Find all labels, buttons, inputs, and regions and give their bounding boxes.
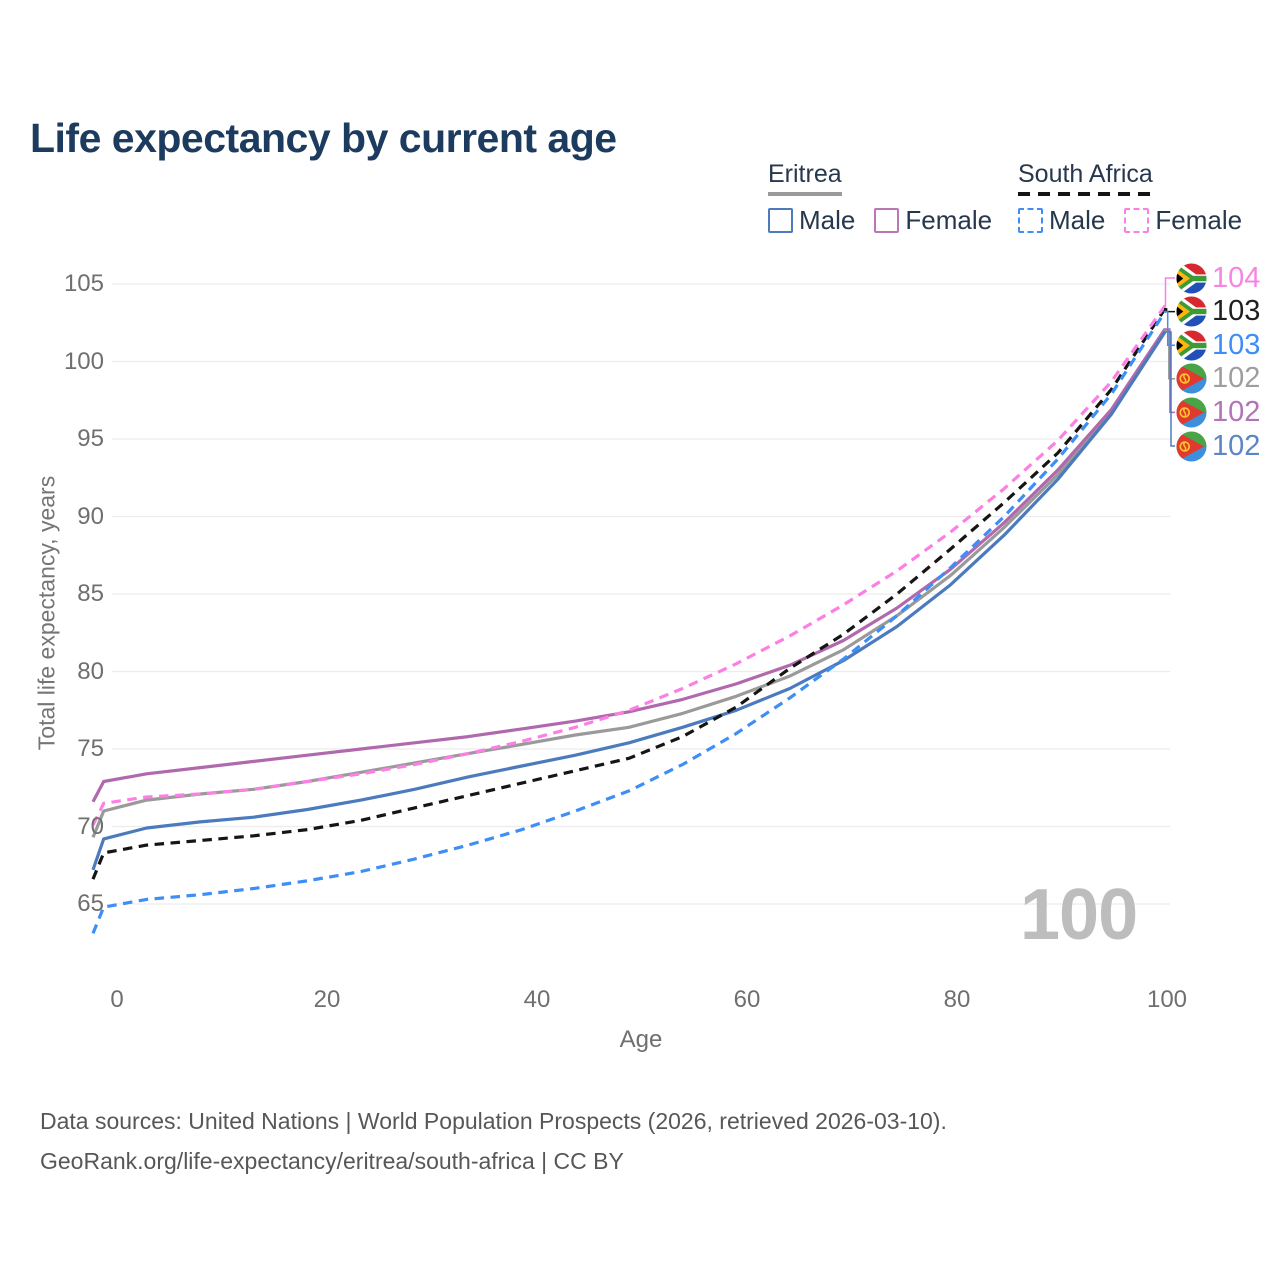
y-tick-label: 75 bbox=[77, 735, 104, 762]
end-value-label: 102 bbox=[1212, 395, 1261, 428]
y-tick-label: 105 bbox=[63, 270, 104, 297]
legend-country-south-africa[interactable]: South Africa bbox=[1018, 160, 1153, 196]
end-label-leader-south-africa-female bbox=[1164, 277, 1175, 307]
y-tick-label: 100 bbox=[63, 347, 104, 375]
legend-item-label: Female bbox=[1155, 205, 1243, 235]
end-label-south-africa-both: 103 bbox=[1176, 295, 1261, 328]
x-axis-title: Age bbox=[619, 1026, 663, 1053]
series-line-eritrea-male bbox=[91, 331, 1167, 871]
end-label-leader-eritrea-female bbox=[1164, 328, 1175, 414]
end-label-south-africa-male: 103 bbox=[1176, 329, 1260, 361]
x-tick-label: 40 bbox=[523, 986, 551, 1013]
legend-country-eritrea[interactable]: Eritrea bbox=[768, 160, 842, 196]
end-label-leader-south-africa-both bbox=[1164, 308, 1175, 313]
south-africa-flag-icon bbox=[1176, 296, 1207, 327]
south-africa-flag-icon bbox=[1176, 330, 1207, 361]
eritrea-male-swatch bbox=[768, 208, 793, 233]
legend-item-south-africa-male[interactable]: Male bbox=[1018, 205, 1105, 236]
series-line-south-africa-female bbox=[91, 304, 1167, 826]
legend-group-eritrea: Eritrea Male Female bbox=[768, 160, 992, 236]
end-value-label: 102 bbox=[1212, 362, 1261, 395]
eritrea-line-style-swatch bbox=[768, 192, 842, 196]
y-tick-label: 90 bbox=[77, 502, 104, 530]
end-value-label: 103 bbox=[1212, 328, 1261, 361]
x-tick-label: 20 bbox=[313, 986, 341, 1013]
x-tick-label: 80 bbox=[943, 986, 971, 1013]
end-label-leaders bbox=[1164, 277, 1175, 447]
x-tick-label: 0 bbox=[110, 986, 124, 1013]
series-lines bbox=[91, 304, 1167, 935]
end-value-label: 104 bbox=[1212, 261, 1261, 294]
gridlines bbox=[112, 283, 1170, 905]
end-label-eritrea-female: 102 bbox=[1176, 396, 1260, 428]
south-africa-line-style-swatch bbox=[1018, 192, 1153, 196]
y-tick-label: 85 bbox=[77, 580, 104, 607]
series-line-south-africa-both bbox=[91, 307, 1167, 880]
eritrea-flag-icon bbox=[1176, 397, 1207, 428]
series-line-eritrea-female bbox=[91, 328, 1167, 803]
current-age-watermark: 100 bbox=[1020, 875, 1138, 955]
end-label-south-africa-female: 104 bbox=[1176, 262, 1260, 294]
south-africa-flag-icon bbox=[1176, 263, 1207, 294]
eritrea-flag-icon bbox=[1176, 363, 1207, 394]
legend-item-label: Male bbox=[799, 205, 856, 235]
eritrea-flag-icon bbox=[1176, 431, 1207, 462]
end-label-leader-eritrea-both bbox=[1164, 329, 1175, 380]
y-tick-label: 95 bbox=[77, 425, 104, 452]
legend-group-south-africa: South Africa Male Female bbox=[1018, 160, 1242, 236]
eritrea-female-swatch bbox=[874, 208, 900, 233]
y-tick-label: 65 bbox=[77, 890, 104, 917]
y-tick-label: 80 bbox=[77, 657, 104, 685]
page-title: Life expectancy by current age bbox=[30, 115, 617, 162]
attribution-note: GeoRank.org/life-expectancy/eritrea/sout… bbox=[40, 1148, 624, 1174]
legend-item-label: Male bbox=[1049, 205, 1106, 235]
legend-item-south-africa-female[interactable]: Female bbox=[1124, 205, 1242, 236]
south-africa-female-swatch bbox=[1124, 208, 1150, 233]
end-value-label: 103 bbox=[1212, 295, 1261, 328]
legend-item-label: Female bbox=[905, 205, 993, 235]
end-label-eritrea-both: 102 bbox=[1176, 362, 1261, 395]
end-label-leader-south-africa-male bbox=[1164, 311, 1175, 346]
end-label-eritrea-male: 102 bbox=[1176, 430, 1260, 462]
data-sources-note: Data sources: United Nations | World Pop… bbox=[40, 1108, 947, 1134]
legend-country-label: South Africa bbox=[1018, 160, 1153, 188]
legend-item-eritrea-male[interactable]: Male bbox=[768, 205, 855, 236]
end-value-label: 102 bbox=[1212, 429, 1261, 462]
series-line-south-africa-male bbox=[91, 311, 1167, 935]
y-tick-label: 70 bbox=[77, 812, 104, 840]
legend-item-eritrea-female[interactable]: Female bbox=[874, 205, 992, 236]
x-tick-label: 60 bbox=[733, 986, 761, 1013]
legend-country-label: Eritrea bbox=[768, 160, 842, 188]
south-africa-male-swatch bbox=[1018, 208, 1043, 233]
x-tick-label: 100 bbox=[1146, 986, 1188, 1013]
